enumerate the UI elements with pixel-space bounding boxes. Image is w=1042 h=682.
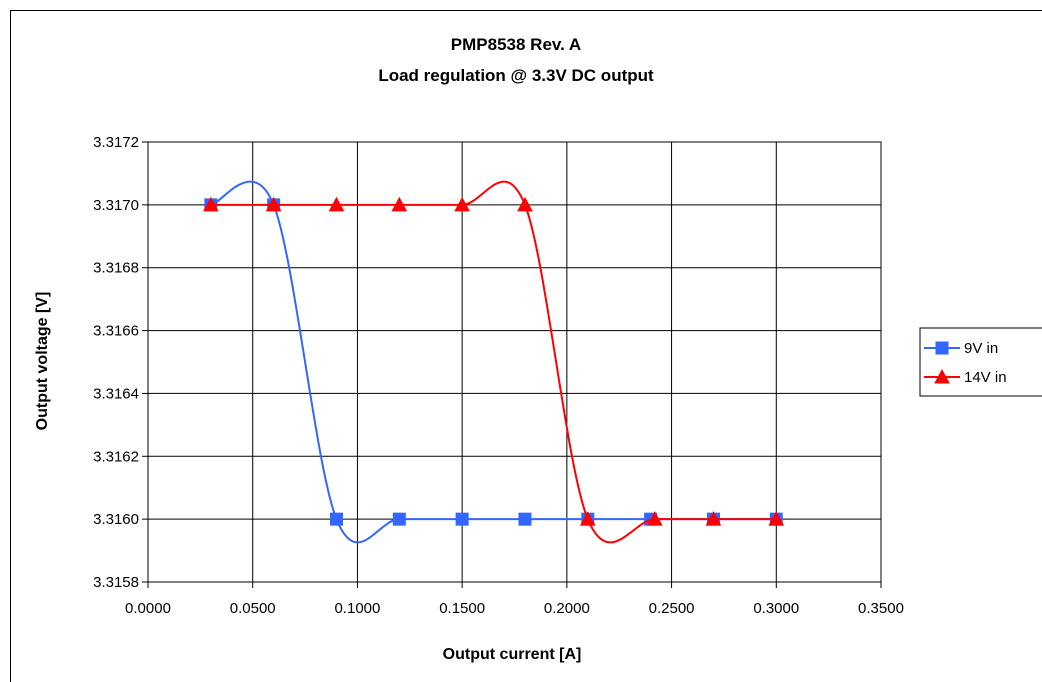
data-point — [455, 512, 469, 526]
y-tick-label: 3.3172 — [93, 134, 139, 151]
y-tick-label: 3.3168 — [93, 260, 139, 277]
plot-border — [147, 141, 882, 583]
legend-label: 9V in — [964, 340, 998, 357]
x-tick-label: 0.1000 — [334, 600, 380, 617]
y-tick-label: 3.3170 — [93, 197, 139, 214]
x-tick-label: 0.2000 — [544, 600, 590, 617]
plot-area — [148, 142, 881, 582]
y-tick-label: 3.3166 — [93, 323, 139, 340]
x-tick-label: 0.0500 — [230, 600, 276, 617]
series-14v-in — [202, 180, 785, 544]
data-point — [646, 511, 663, 526]
data-point — [328, 196, 345, 212]
data-point — [329, 512, 343, 526]
y-axis-label: Output voltage [V] — [34, 292, 51, 431]
series-layer — [202, 180, 785, 544]
x-tick-label: 0.0000 — [125, 600, 171, 617]
y-tick-label: 3.3158 — [93, 574, 139, 591]
legend-label: 14V in — [964, 369, 1007, 386]
legend: 9V in 14V in — [919, 327, 1042, 397]
x-tick-label: 0.3500 — [858, 600, 904, 617]
data-point — [517, 196, 533, 212]
y-tick-label: 3.3162 — [93, 448, 139, 465]
legend-marker — [935, 341, 949, 355]
data-point — [391, 196, 408, 212]
x-tick-labels: 0.0000 0.0500 0.1000 0.1500 0.2000 0.2500 0.30… — [125, 600, 904, 617]
x-tick-label: 0.1500 — [439, 600, 485, 617]
y-tick-labels: 3.3158 3.3160 3.3162 3.3164 3.3166 3.3168 3.31… — [93, 134, 139, 591]
chart-frame — [10, 10, 1042, 682]
legend-box — [919, 327, 1042, 397]
x-axis-label: Output current [A] — [443, 646, 582, 663]
y-tick-label: 3.3164 — [93, 385, 139, 402]
chart-title: PMP8538 Rev. A — [451, 35, 581, 54]
data-point — [518, 512, 532, 526]
chart-subtitle: Load regulation @ 3.3V DC output — [378, 66, 654, 85]
legend-marker — [934, 368, 950, 384]
axes — [142, 141, 882, 588]
data-point — [454, 196, 470, 212]
data-point — [579, 511, 596, 526]
y-tick-label: 3.3160 — [93, 511, 139, 528]
data-point — [202, 196, 219, 212]
data-point — [705, 511, 722, 526]
x-tick-label: 0.2500 — [649, 600, 695, 617]
x-tick-label: 0.3000 — [753, 600, 799, 617]
data-point — [768, 511, 785, 526]
data-point — [392, 512, 406, 526]
data-point — [265, 196, 282, 212]
